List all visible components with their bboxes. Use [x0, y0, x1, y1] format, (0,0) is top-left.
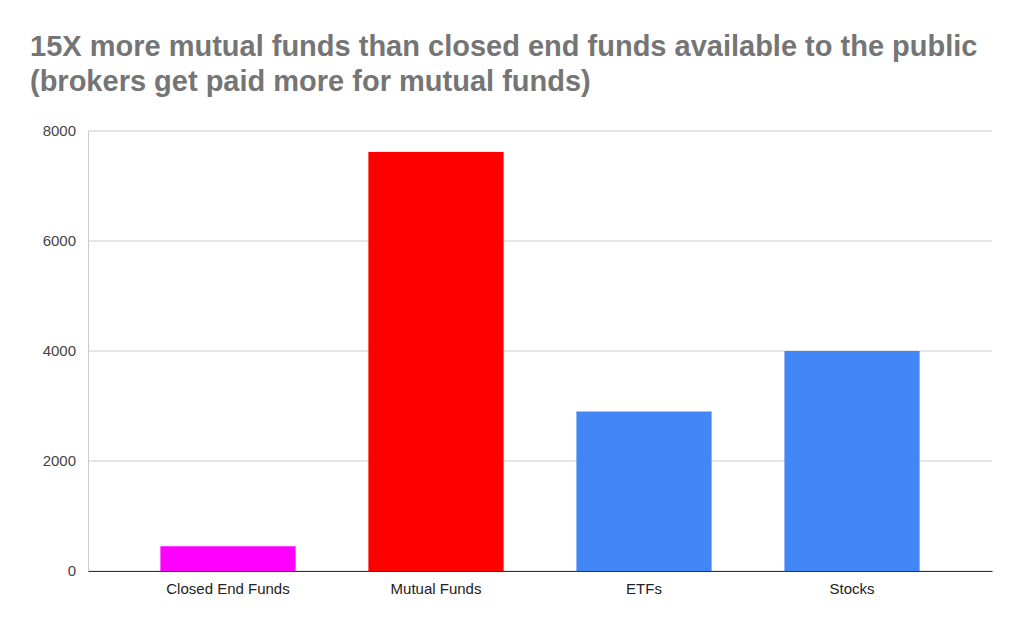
bar	[160, 546, 295, 571]
x-axis: Closed End Funds Mutual Funds ETFs Stocks	[89, 571, 993, 597]
x-tick-label: ETFs	[626, 580, 662, 597]
x-tick: ETFs	[626, 571, 662, 597]
x-tick-label: Stocks	[830, 580, 875, 597]
x-tick: Closed End Funds	[166, 571, 289, 597]
y-tick-label: 4000	[43, 342, 76, 359]
y-tick-label: 2000	[43, 452, 76, 469]
grid-line	[88, 131, 992, 132]
bars	[160, 152, 919, 571]
x-axis-line	[89, 571, 993, 572]
grid-line	[88, 241, 992, 242]
x-tick: Mutual Funds	[391, 571, 482, 597]
x-tick-label: Mutual Funds	[391, 580, 482, 597]
y-tick: 4000	[43, 342, 88, 359]
bar	[576, 412, 711, 572]
bar	[784, 351, 919, 571]
grid	[88, 131, 992, 571]
y-tick: 6000	[43, 232, 88, 249]
x-tick-label: Closed End Funds	[166, 580, 289, 597]
y-axis: 0 2000 4000 6000 8000	[43, 122, 89, 579]
y-tick: 8000	[43, 122, 88, 139]
x-tick: Stocks	[830, 571, 875, 597]
y-axis-line	[88, 132, 89, 572]
bar	[368, 152, 503, 571]
y-tick-label: 0	[68, 562, 76, 579]
title: 15X more mutual funds than closed end fu…	[30, 30, 977, 97]
y-tick: 0	[68, 562, 88, 579]
y-tick-label: 8000	[43, 122, 76, 139]
y-tick-label: 6000	[43, 232, 76, 249]
y-tick: 2000	[43, 452, 88, 469]
chart: 15X more mutual funds than closed end fu…	[0, 0, 1024, 633]
